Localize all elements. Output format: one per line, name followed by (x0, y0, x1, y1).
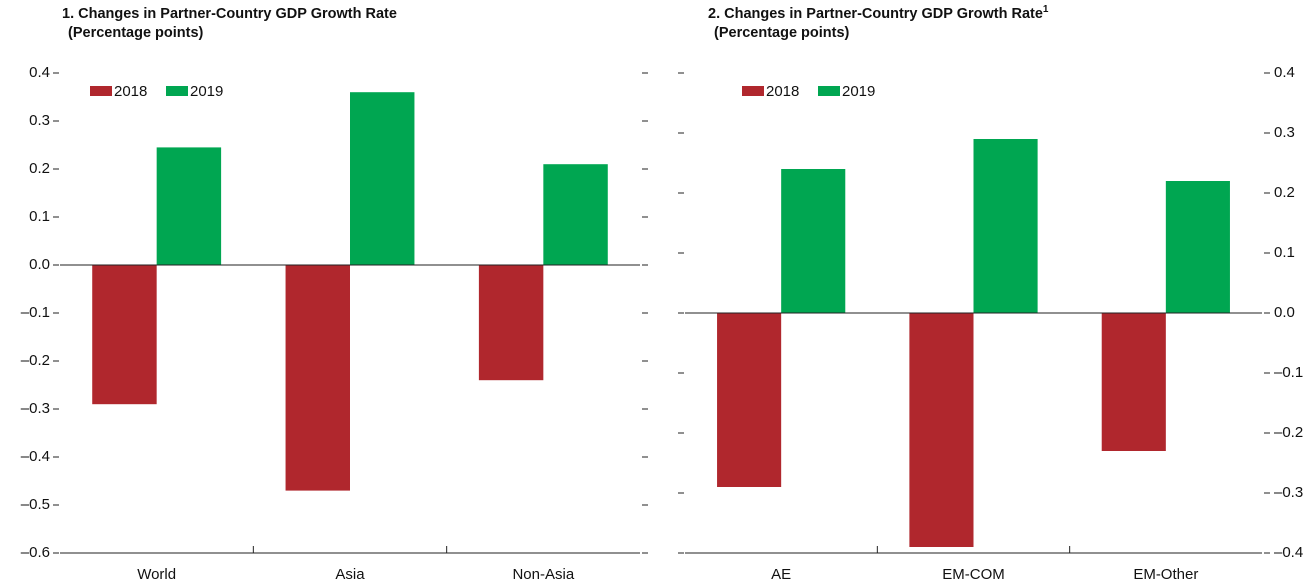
legend-swatch (818, 86, 840, 96)
chart-title: 1. Changes in Partner-Country GDP Growth… (62, 6, 397, 22)
y-tick-label: –0.4 (21, 448, 50, 465)
y-tick-label: –0.2 (1274, 424, 1303, 441)
chart-subtitle: (Percentage points) (714, 25, 850, 41)
y-tick-label: 0.2 (1274, 184, 1295, 201)
legend-swatch (166, 86, 188, 96)
y-tick-label: 0.1 (29, 208, 50, 225)
legend-swatch (90, 86, 112, 96)
x-tick-label: EM-Other (1133, 566, 1198, 583)
bar (543, 164, 608, 265)
chart-subtitle: (Percentage points) (68, 25, 204, 41)
legend-label: 2019 (190, 83, 223, 100)
y-tick-label: 0.2 (29, 160, 50, 177)
y-tick-label: 0.0 (1274, 304, 1295, 321)
y-tick-label: 0.3 (29, 112, 50, 129)
legend-label: 2019 (842, 83, 875, 100)
x-tick-label: World (137, 566, 176, 583)
y-tick-label: –0.4 (1274, 544, 1303, 561)
chart-title: 2. Changes in Partner-Country GDP Growth… (708, 4, 1049, 22)
y-tick-label: 0.1 (1274, 244, 1295, 261)
title-superscript: 1 (1043, 4, 1049, 15)
legend-label: 2018 (766, 83, 799, 100)
y-tick-label: 0.4 (1274, 64, 1295, 81)
y-tick-label: 0.4 (29, 64, 50, 81)
x-tick-label: Asia (335, 566, 365, 583)
bar (1165, 181, 1230, 313)
y-tick-label: –0.2 (21, 352, 50, 369)
x-tick-label: EM-COM (942, 566, 1005, 583)
y-tick-label: –0.1 (21, 304, 50, 321)
bar (717, 313, 782, 487)
y-tick-label: –0.5 (21, 496, 50, 513)
bar (350, 92, 415, 265)
y-tick-label: –0.6 (21, 544, 50, 561)
legend-label: 2018 (114, 83, 147, 100)
legend-swatch (742, 86, 764, 96)
title-text: 2. Changes in Partner-Country GDP Growth… (708, 6, 1043, 22)
y-tick-label: –0.1 (1274, 364, 1303, 381)
title-text: 1. Changes in Partner-Country GDP Growth… (62, 6, 397, 22)
y-tick-label: –0.3 (1274, 484, 1303, 501)
x-tick-label: AE (771, 566, 791, 583)
bar (973, 139, 1038, 313)
bar (478, 265, 544, 381)
y-tick-label: 0.0 (29, 256, 50, 273)
y-tick-label: 0.3 (1274, 124, 1295, 141)
bar (1101, 313, 1166, 451)
bar (92, 265, 157, 405)
bar (156, 147, 222, 265)
bar (285, 265, 350, 491)
x-tick-label: Non-Asia (512, 566, 574, 583)
y-tick-label: –0.3 (21, 400, 50, 417)
bar (781, 169, 846, 313)
bar (909, 313, 974, 547)
